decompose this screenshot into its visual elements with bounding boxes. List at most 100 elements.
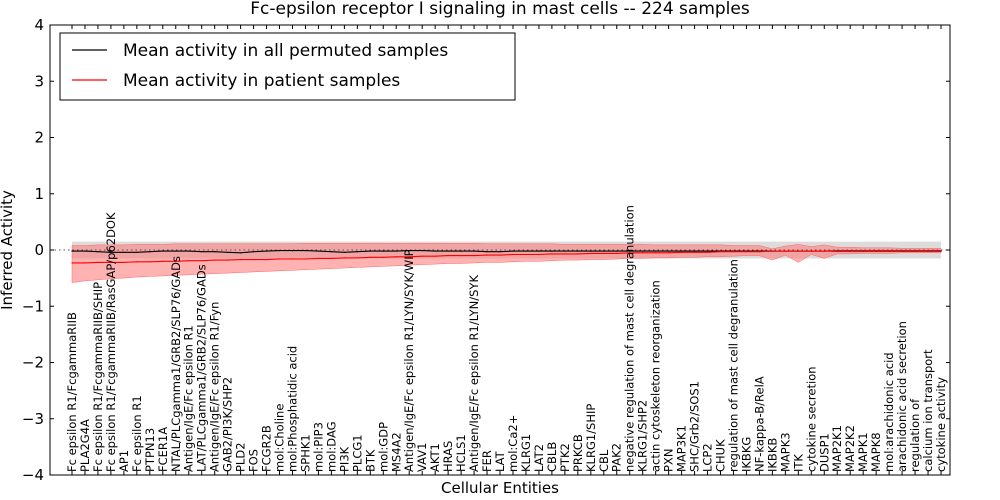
x-tick-label: mol:Ca2+ [506,415,520,472]
y-tick-label: −2 [22,354,44,372]
permuted-point [278,250,281,252]
legend: Mean activity in all permuted samples Me… [59,32,516,101]
patient-point [927,250,929,252]
patient-point [603,252,605,254]
patient-point [266,259,268,261]
permuted-point [136,251,138,253]
patient-point [512,253,514,256]
x-tick-label: MAPK1 [856,432,870,472]
x-tick-label: mol:Choline [273,404,287,472]
x-tick-label: LAT/PLCgamma1/GRB2/SLP76/GADs [195,264,209,472]
permuted-point [421,250,423,252]
x-tick-label: PLD2 [234,442,248,472]
permuted-point [668,250,670,252]
patient-point [369,256,371,258]
patient-point [343,257,345,259]
patient-point [719,251,722,253]
x-tick-label: PLCG1 [350,434,364,472]
x-tick-label: CBLB [545,442,559,472]
permuted-point [538,250,540,252]
x-tick-label: mol:DAG [324,421,338,472]
patient-point [655,252,657,254]
x-tick-label: DUSP1 [817,433,831,472]
x-tick-label: FER [480,450,494,472]
permuted-point [330,251,332,253]
x-tick-label: PAK2 [610,443,624,472]
patient-point [590,252,592,254]
permuted-point [343,251,345,253]
x-tick-label: PTK2 [558,443,572,472]
permuted-point [434,250,436,252]
x-tick-label: HCLS1 [454,434,468,472]
x-tick-label: FCGR2B [260,425,274,472]
y-tick-labels: −4 −3 −2 −1 0 1 2 3 4 [22,16,44,484]
x-tick-label: cytokine secretion [804,366,818,472]
x-tick-label: Antigen/IgE/Fc epsilon R1/LYN/SYK [467,275,481,472]
x-tick-label: PI3K [337,446,351,472]
permuted-point [681,250,683,252]
x-tick-label: CHUK [714,439,728,472]
patient-point [473,255,475,257]
x-tick-label: SPHK1 [299,434,313,472]
permuted-point [369,250,371,252]
patient-mean-line [72,250,941,264]
patient-point [214,259,216,261]
legend-label-permuted: Mean activity in all permuted samples [123,41,448,61]
patient-point [810,250,812,252]
x-tick-label: Antigen/IgE/Fc epsilon R1/LYN/SYK/WIP [402,249,416,472]
y-tick-label: 4 [34,16,44,34]
x-tick-label: MAP2K1 [830,425,844,472]
patient-point [71,262,73,264]
patient-point [227,259,229,261]
x-tick-label: mol:arachidonic acid [882,352,896,472]
permuted-point [616,250,618,252]
x-tick-label: MAP2K2 [843,425,857,472]
x-axis-label: Cellular Entities [441,479,559,497]
patient-point [745,251,748,253]
permuted-point [382,250,384,252]
x-tick-label: SHC/Grb2/SOS1 [688,381,702,472]
x-tick-label: NF-kappa-B/RelA [752,376,766,472]
patient-point [849,250,851,252]
x-tick-label: GAB2/PI3K/SHP2 [221,377,235,472]
x-tick-label: regulation of [908,398,922,472]
patient-point [291,258,294,260]
x-tick-label: LCP2 [701,443,715,472]
patient-point [253,259,255,261]
permuted-point [71,250,73,252]
x-tick-label: regulation of mast cell degranulation [727,259,741,472]
patient-point [175,260,177,262]
patient-point [914,250,916,252]
x-tick-label: PRKCB [571,434,585,472]
patient-point [460,255,462,257]
x-tick-label: BTK [363,449,377,472]
x-tick-label: MAPK3 [778,432,792,472]
patient-point [732,251,735,253]
x-tick-label: MAPK8 [869,432,883,472]
x-tick-label: MS4A2 [389,432,403,472]
permuted-point [642,250,644,252]
permuted-point [577,250,579,252]
patient-point [84,262,86,264]
y-tick-label: −4 [22,466,44,484]
x-tick-label: Fc epsilon R1/FcgammaRIIB/RasGAP/p62DOK [104,212,118,472]
patient-point [395,256,397,258]
patient-point [706,251,709,253]
patient-point [940,250,942,252]
x-tick-label: Fc epsilon R1 [130,395,144,472]
patient-band [71,243,942,283]
permuted-point [525,250,527,252]
x-tick-label: mol:Phosphatidic acid [286,346,300,472]
x-tick-label: arachidonic acid secretion [895,321,909,472]
patient-point [642,252,644,254]
patient-point [797,250,799,252]
patient-point [681,251,683,253]
patient-point [875,250,877,252]
y-axis-label: Inferred Activity [0,190,16,310]
patient-point [356,257,358,259]
patient-point [278,258,281,260]
patient-point [110,261,112,263]
permuted-point [201,251,203,253]
